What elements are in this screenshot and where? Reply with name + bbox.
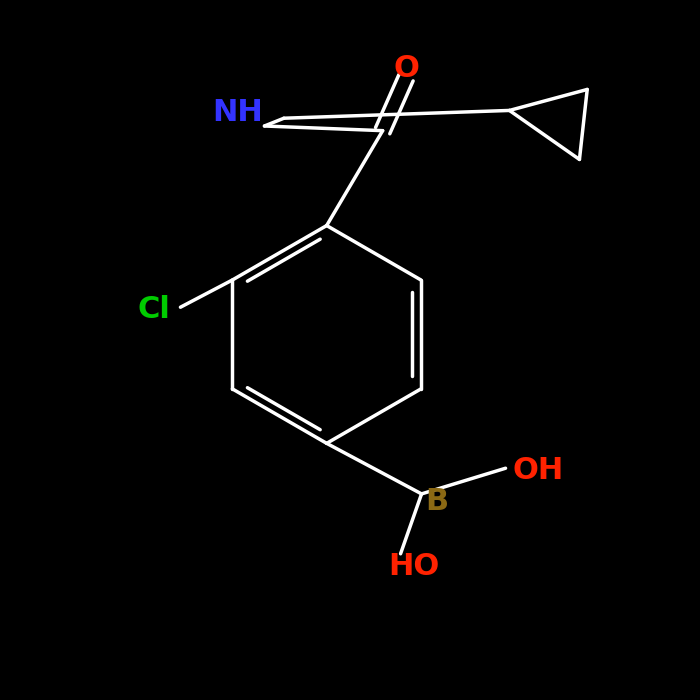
Text: OH: OH <box>512 456 564 485</box>
Text: HO: HO <box>389 552 440 581</box>
Text: Cl: Cl <box>138 295 170 324</box>
Text: NH: NH <box>212 98 262 127</box>
Text: O: O <box>393 54 419 83</box>
Text: B: B <box>426 487 449 516</box>
